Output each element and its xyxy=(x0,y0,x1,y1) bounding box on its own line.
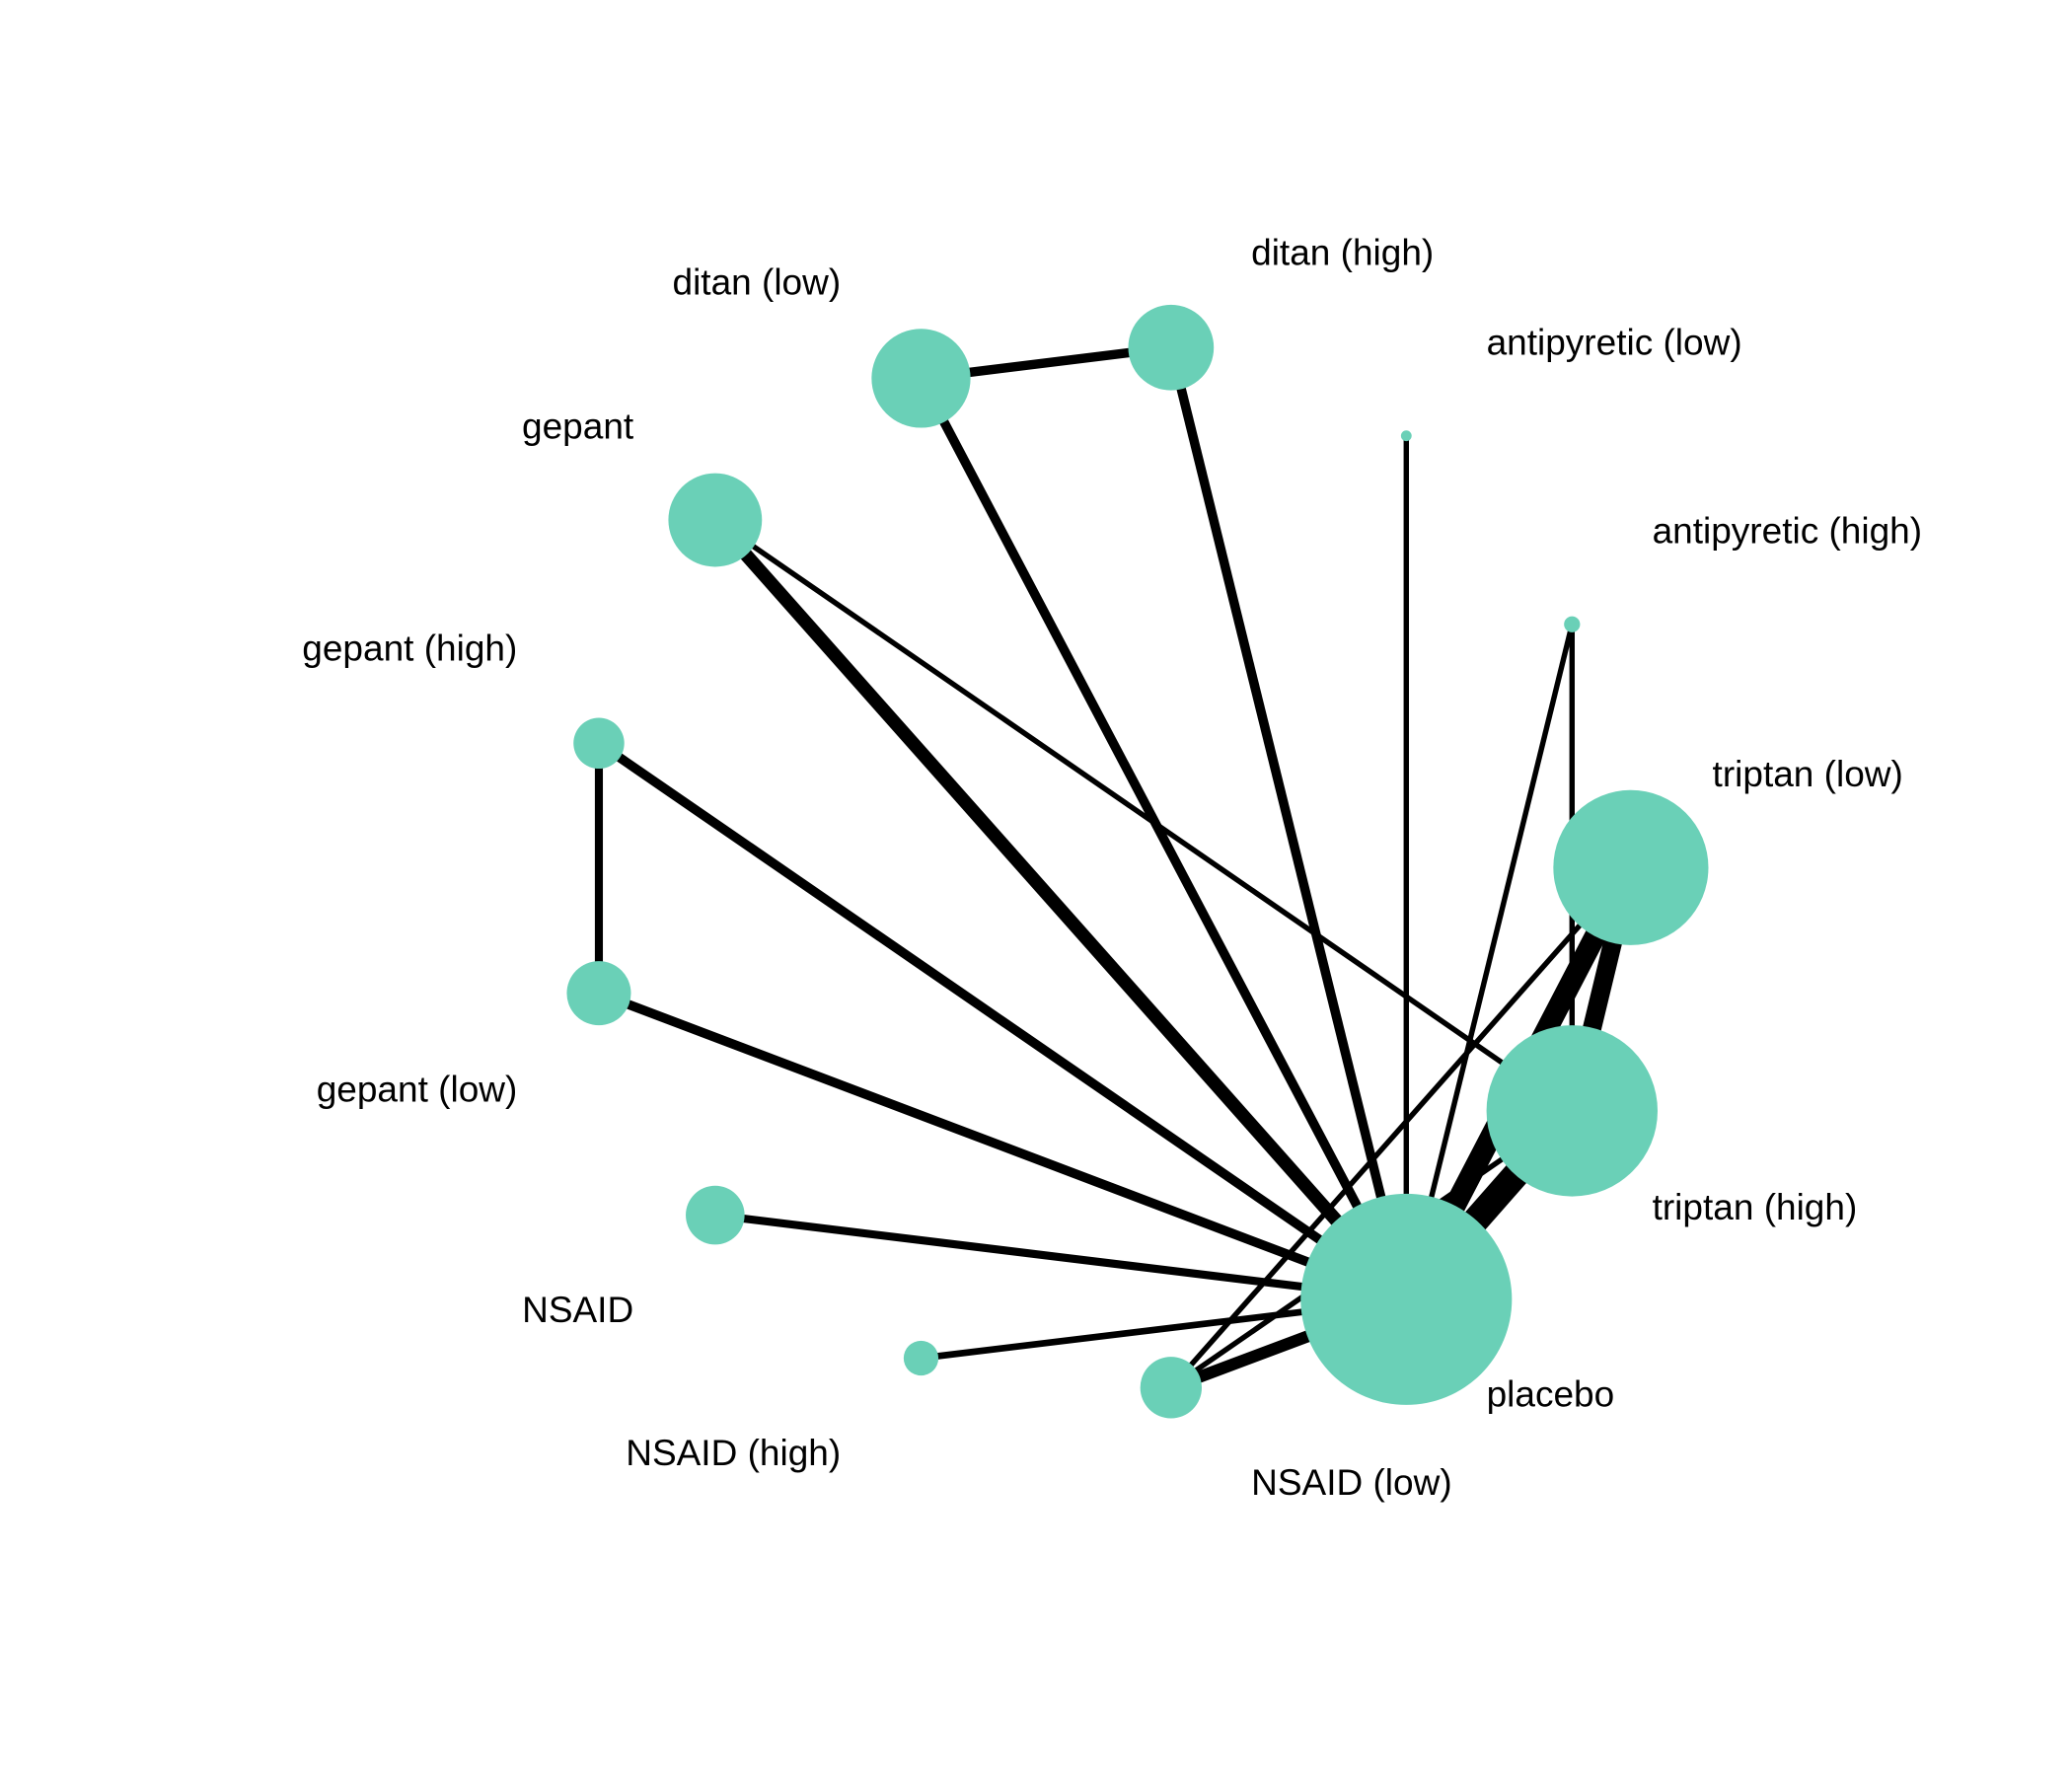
node-gepant xyxy=(668,473,763,567)
edge-placebo-antipyretic-high xyxy=(1403,624,1575,1300)
node-placebo xyxy=(1300,1193,1513,1405)
node-label-antipyretic-high: antipyretic (high) xyxy=(1653,510,1923,551)
edge-placebo-ditan-high xyxy=(1166,346,1411,1301)
node-label-nsaid-low: NSAID (low) xyxy=(1251,1462,1452,1503)
edge-placebo-gepant-high xyxy=(596,739,1409,1303)
edge-placebo-gepant xyxy=(709,515,1412,1304)
node-triptan-low xyxy=(1553,789,1709,945)
node-label-triptan-high: triptan (high) xyxy=(1653,1187,1858,1227)
node-nsaid xyxy=(686,1185,745,1245)
node-label-ditan-high: ditan (high) xyxy=(1251,233,1434,273)
node-label-gepant: gepant xyxy=(522,407,634,447)
node-label-ditan-low: ditan (low) xyxy=(673,261,842,302)
edge-gepant-triptan-high xyxy=(713,517,1574,1114)
edges-layer xyxy=(594,342,1641,1394)
node-label-nsaid-high: NSAID (high) xyxy=(626,1433,841,1473)
node-gepant-low xyxy=(566,961,631,1026)
node-ditan-low xyxy=(871,329,971,428)
node-ditan-high xyxy=(1128,304,1215,391)
node-nsaid-high xyxy=(903,1340,939,1376)
node-nsaid-low xyxy=(1140,1357,1203,1419)
node-label-triptan-low: triptan (low) xyxy=(1713,754,1903,794)
edge-placebo-gepant-low xyxy=(597,989,1408,1304)
edge-nsaid-low-triptan-low xyxy=(1168,865,1633,1390)
node-label-nsaid: NSAID xyxy=(522,1290,633,1330)
edge-placebo-ditan-low xyxy=(917,376,1411,1302)
nodes-layer xyxy=(566,304,1709,1419)
node-triptan-high xyxy=(1486,1025,1658,1197)
node-label-gepant-high: gepant (high) xyxy=(302,629,517,669)
node-gepant-high xyxy=(573,717,625,770)
node-label-placebo: placebo xyxy=(1487,1374,1615,1415)
node-antipyretic-high xyxy=(1564,616,1581,632)
node-label-antipyretic-low: antipyretic (low) xyxy=(1487,322,1742,362)
node-label-gepant-low: gepant (low) xyxy=(317,1070,518,1110)
edge-placebo-nsaid xyxy=(714,1211,1407,1303)
labels-layer: placebo triptan (high) triptan (low) antipy… xyxy=(302,233,1922,1503)
node-antipyretic-low xyxy=(1400,430,1412,442)
